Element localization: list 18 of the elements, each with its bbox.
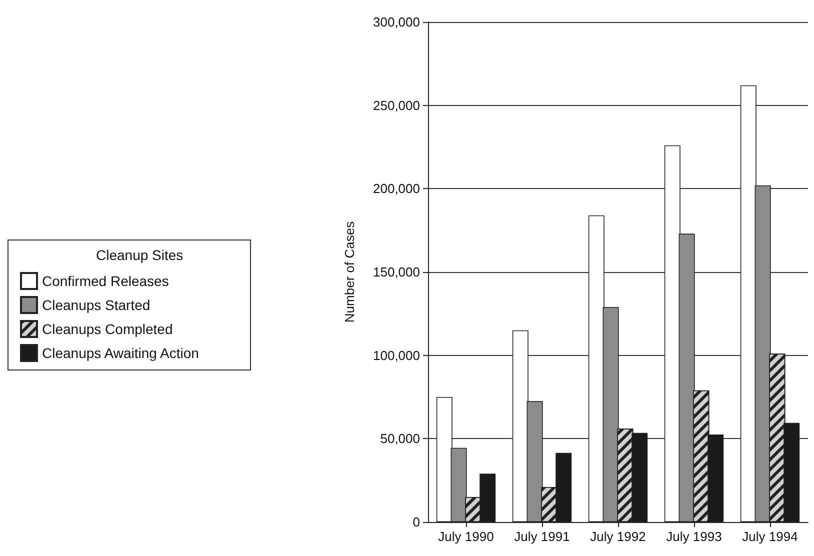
y-tick-label: 100,000 (373, 348, 420, 363)
y-tick-label: 200,000 (373, 181, 420, 196)
legend-label: Cleanups Started (42, 297, 150, 313)
x-tick-label: July 1993 (666, 529, 722, 544)
y-tick-label: 300,000 (373, 14, 420, 30)
x-tick-label: July 1992 (590, 529, 646, 544)
legend-label: Cleanups Awaiting Action (42, 345, 199, 361)
y-tick-label: 50,000 (380, 431, 420, 446)
legend-label: Confirmed Releases (42, 273, 169, 289)
y-tick-label: 0 (412, 514, 420, 530)
legend-label: Cleanups Completed (42, 321, 173, 337)
legend-title: Cleanup Sites (96, 247, 184, 263)
x-tick-label: July 1991 (514, 529, 570, 544)
y-axis-title: Number of Cases (342, 220, 357, 323)
x-tick-label: July 1994 (742, 529, 798, 544)
x-tick-label: July 1990 (438, 529, 494, 544)
y-tick-label: 150,000 (373, 264, 420, 280)
y-tick-label: 250,000 (373, 98, 420, 113)
